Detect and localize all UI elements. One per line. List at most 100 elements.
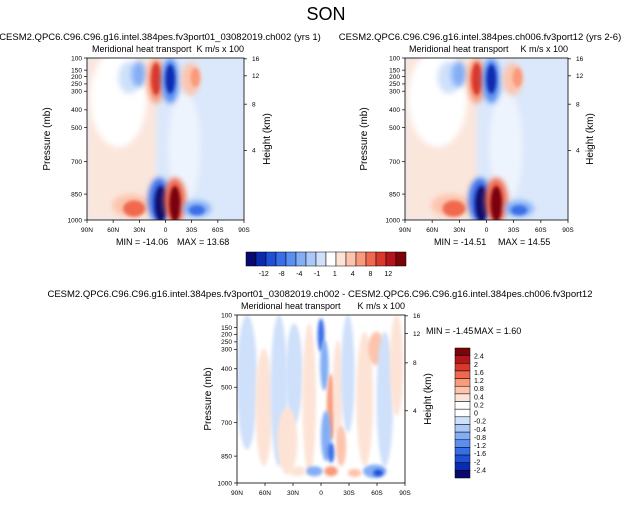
panel-3-max-label: MAX = 1.60 <box>474 326 521 336</box>
colorbar-label: 8 <box>368 271 372 278</box>
y-tick-label: 100 <box>221 312 232 319</box>
colorbar-swatch <box>454 416 471 425</box>
colorbar-label: -0.4 <box>474 427 486 434</box>
field-contour <box>341 315 355 433</box>
colorbar-swatch <box>454 363 471 372</box>
panel-2: CESM2.QPC6.C96.C96.g16.intel.384pes.ch00… <box>339 32 622 247</box>
x-tick-label: 90S <box>399 490 411 497</box>
panel-1-max-label: MAX = 13.68 <box>177 237 229 247</box>
y-tick-label: 250 <box>71 81 82 88</box>
y-tick-label: 1000 <box>386 217 401 224</box>
right-tick-label: 12 <box>252 73 260 80</box>
colorbar-swatch <box>345 251 357 267</box>
field-contour <box>512 67 523 88</box>
colorbar-label: 1.2 <box>474 378 484 385</box>
colorbar-label: -1 <box>314 271 320 278</box>
x-tick-label: 60S <box>371 490 383 497</box>
y-tick-label: 150 <box>221 325 232 332</box>
panel-2-right-label: K m/s x 100 <box>520 44 568 54</box>
field-contour <box>336 425 347 467</box>
field-contour <box>490 185 502 220</box>
colorbar-swatch <box>454 447 471 456</box>
y-tick-label: 700 <box>71 159 82 166</box>
x-tick-label: 30N <box>133 227 145 234</box>
field-contour <box>168 90 201 204</box>
colorbar-label: -8 <box>278 271 284 278</box>
field-contour <box>389 315 404 416</box>
field-contour <box>285 323 303 425</box>
colorbar-swatch <box>454 408 471 418</box>
x-tick-label: 0 <box>485 227 489 234</box>
x-tick-label: 90S <box>238 227 250 234</box>
colorbar-swatch <box>335 251 347 267</box>
y-tick-label: 850 <box>221 453 232 460</box>
colorbar-swatch <box>285 251 297 267</box>
right-tick-label: 4 <box>576 148 580 155</box>
field-contour <box>332 340 343 441</box>
right-tick-label: 16 <box>413 313 421 320</box>
field-contour <box>277 407 298 475</box>
colorbar-swatch <box>454 347 471 356</box>
y-tick-label: 500 <box>389 125 400 132</box>
x-tick-label: 30N <box>287 490 299 497</box>
field-contour <box>123 200 146 217</box>
colorbar-swatch <box>295 251 307 267</box>
field-contour <box>475 185 489 220</box>
panel-1-ylabel-right: Height (km) <box>262 113 273 165</box>
colorbar-swatch <box>375 251 387 267</box>
y-tick-label: 700 <box>389 159 400 166</box>
right-tick-label: 8 <box>576 101 580 108</box>
panel-1-min-label: MIN = -14.06 <box>116 237 168 247</box>
panel-1-left-label: Meridional heat transport <box>92 44 192 54</box>
colorbar-label: 0.2 <box>474 402 484 409</box>
colorbar-swatch <box>454 401 471 410</box>
colorbar-swatch <box>395 251 407 267</box>
y-tick-label: 850 <box>389 191 400 198</box>
colorbar-swatch <box>454 385 471 395</box>
y-tick-label: 200 <box>71 74 82 81</box>
field-contour <box>376 331 394 467</box>
x-tick-label: 0 <box>164 227 168 234</box>
field-contour <box>320 340 329 391</box>
colorbar-swatch <box>365 251 377 267</box>
colorbar-label: -12 <box>259 271 269 278</box>
field-contour <box>356 331 374 467</box>
right-tick-label: 16 <box>576 56 584 63</box>
x-tick-label: 30N <box>453 227 465 234</box>
colorbar-swatch <box>454 378 471 387</box>
field-contour <box>169 185 181 220</box>
panel-1: CESM2.QPC6.C96.C96.g16.intel.384pes.fv3p… <box>0 32 321 247</box>
x-tick-label: 90N <box>81 227 93 234</box>
colorbar-swatch <box>454 393 471 402</box>
field-contour <box>154 185 168 220</box>
colorbar-swatch <box>454 439 471 448</box>
field-contour <box>327 442 335 463</box>
panel-2-left-label: Meridional heat transport <box>409 44 509 54</box>
y-tick-label: 150 <box>389 67 400 74</box>
field-contour <box>305 466 323 477</box>
y-tick-label: 1000 <box>218 480 233 487</box>
y-tick-label: 250 <box>389 81 400 88</box>
field-contour <box>131 61 146 88</box>
field-contour <box>151 62 162 96</box>
colorbar-label: -0.2 <box>474 419 486 426</box>
panel-1-right-label: K m/s x 100 <box>196 44 244 54</box>
field-contour <box>255 348 273 467</box>
colorbar-swatch <box>454 424 471 433</box>
y-tick-label: 250 <box>221 339 232 346</box>
y-tick-label: 400 <box>221 366 232 373</box>
colorbar-label: 12 <box>384 271 392 278</box>
colorbar-swatch <box>355 251 367 267</box>
colorbar-label: -0.8 <box>474 435 486 442</box>
y-tick-label: 200 <box>389 74 400 81</box>
panel-3-left-label: Meridional heat transport <box>241 301 341 311</box>
y-tick-label: 500 <box>221 385 232 392</box>
colorbar-label: 2 <box>474 362 478 369</box>
colorbar-label: 4 <box>351 271 355 278</box>
colorbar-label: 0.4 <box>474 394 484 401</box>
colorbar-swatch <box>454 470 471 479</box>
field-contour <box>373 469 384 477</box>
panel-3-field <box>237 315 405 483</box>
field-contour <box>189 205 205 216</box>
